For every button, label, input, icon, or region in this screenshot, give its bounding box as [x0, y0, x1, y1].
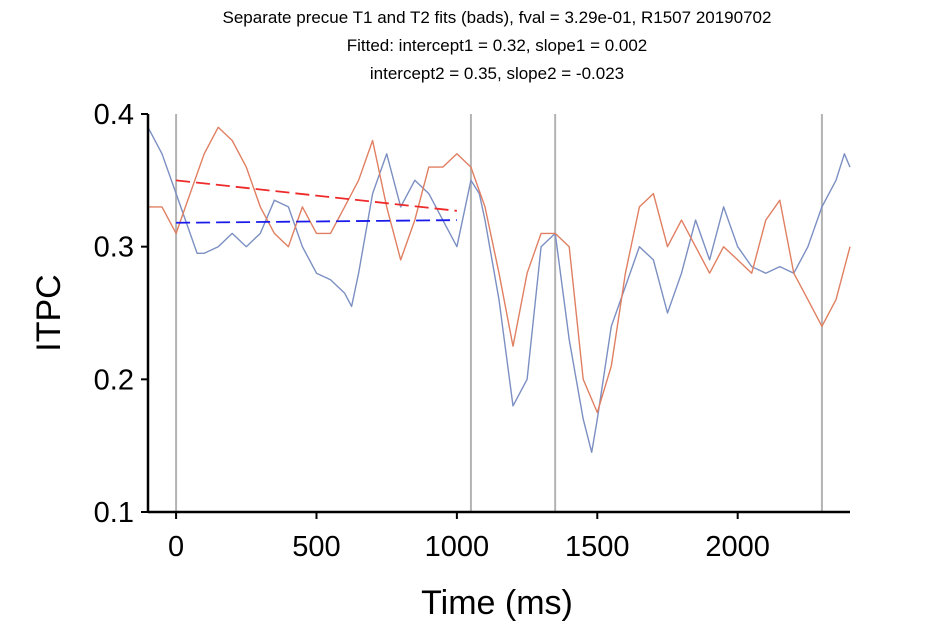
chart-title-line-3: intercept2 = 0.35, slope2 = -0.023 [370, 64, 624, 83]
y-ticks: 0.1 0.2 0.3 0.4 [94, 99, 148, 529]
event-lines [175, 114, 823, 512]
x-tick-label-2000: 2000 [705, 531, 770, 563]
y-tick-label-0.1: 0.1 [94, 497, 134, 529]
x-tick-label-500: 500 [292, 531, 340, 563]
series-line-0 [147, 126, 851, 453]
x-tick-label-1000: 1000 [425, 531, 490, 563]
x-axis-label: Time (ms) [421, 584, 573, 622]
chart-title-line-1: Separate precue T1 and T2 fits (bads), f… [223, 8, 772, 27]
fit-line-1 [175, 179, 457, 212]
x-tick-label-0: 0 [168, 531, 184, 563]
fit-layer [175, 179, 457, 224]
x-ticks: 0 500 1000 1500 2000 [168, 512, 770, 563]
x-tick-label-1500: 1500 [565, 531, 630, 563]
series-layer [147, 126, 851, 453]
y-tick-label-0.3: 0.3 [94, 232, 134, 264]
chart-title-line-2: Fitted: intercept1 = 0.32, slope1 = 0.00… [347, 36, 648, 55]
series-line-1 [148, 126, 851, 414]
y-axis-label: ITPC [30, 274, 68, 351]
fit-line-0 [176, 219, 457, 224]
y-tick-label-0.2: 0.2 [94, 364, 134, 396]
y-tick-label-0.4: 0.4 [94, 99, 134, 131]
